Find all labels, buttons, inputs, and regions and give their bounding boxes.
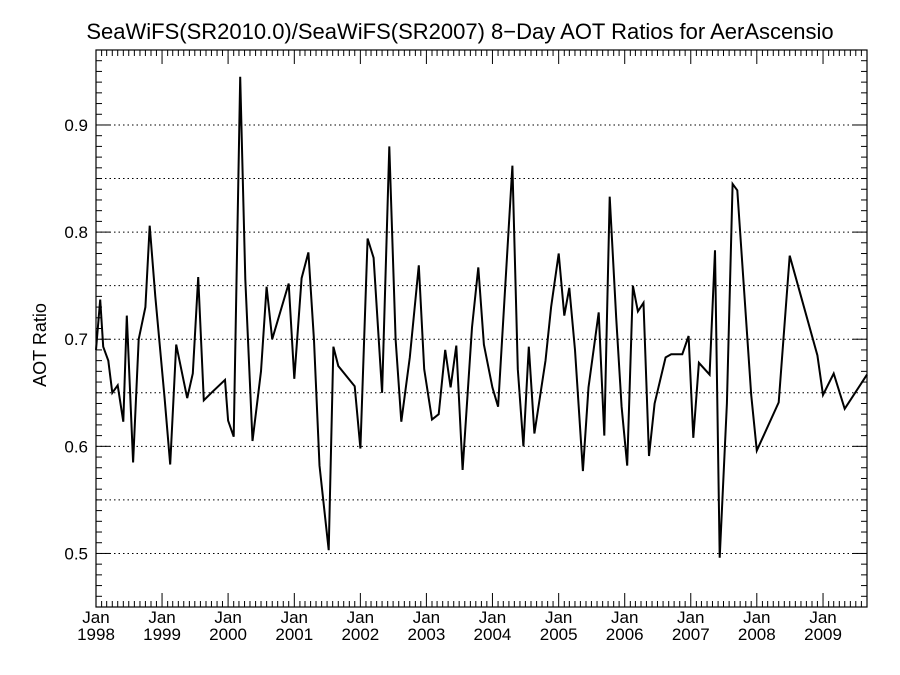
y-tick-labels: 0.5 0.6 0.7 0.8 0.9: [64, 116, 88, 563]
x-tick-label-month: Jan: [148, 608, 175, 627]
x-tick-label-year: 2001: [275, 625, 313, 644]
x-tick-label-month: Jan: [545, 608, 572, 627]
x-tick-label-year: 2004: [474, 625, 512, 644]
y-tick-label: 0.5: [64, 544, 88, 563]
y-tick-label: 0.8: [64, 223, 88, 242]
x-tick-label-year: 2007: [672, 625, 710, 644]
x-tick-label-year: 1999: [143, 625, 181, 644]
x-tick-label-month: Jan: [214, 608, 241, 627]
x-tick-label-year: 2003: [407, 625, 445, 644]
x-tick-label-year: 2002: [341, 625, 379, 644]
y-axis-label: AOT Ratio: [30, 303, 50, 387]
x-tick-label-year: 1998: [77, 625, 115, 644]
x-tick-label-year: 2005: [540, 625, 578, 644]
y-tick-label: 0.7: [64, 330, 88, 349]
x-tick-label-month: Jan: [281, 608, 308, 627]
y-tick-label: 0.9: [64, 116, 88, 135]
x-tick-labels: Jan1998Jan1999Jan2000Jan2001Jan2002Jan20…: [77, 608, 842, 644]
series-layer: [95, 76, 868, 558]
x-tick-label-month: Jan: [347, 608, 374, 627]
x-tick-label-month: Jan: [611, 608, 638, 627]
x-tick-label-year: 2008: [738, 625, 776, 644]
x-tick-label-month: Jan: [809, 608, 836, 627]
x-tick-label-year: 2000: [209, 625, 247, 644]
y-tick-label: 0.6: [64, 437, 88, 456]
x-tick-label-month: Jan: [743, 608, 770, 627]
axis-ticks: [95, 50, 868, 607]
x-tick-label-month: Jan: [82, 608, 109, 627]
x-tick-label-month: Jan: [413, 608, 440, 627]
series-line: [95, 76, 868, 558]
x-tick-label-month: Jan: [479, 608, 506, 627]
x-tick-label-year: 2006: [606, 625, 644, 644]
x-tick-label-month: Jan: [677, 608, 704, 627]
x-tick-label-year: 2009: [804, 625, 842, 644]
chart-title: SeaWiFS(SR2010.0)/SeaWiFS(SR2007) 8−Day …: [86, 19, 833, 44]
